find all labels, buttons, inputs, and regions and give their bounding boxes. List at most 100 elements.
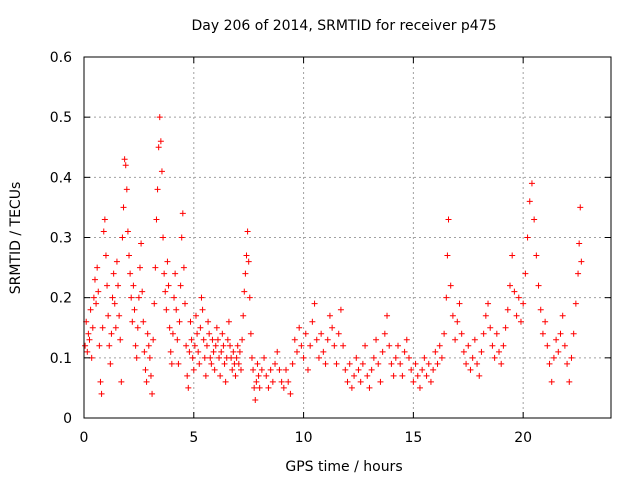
data-point: [381, 330, 388, 337]
data-point: [485, 300, 492, 307]
data-point: [333, 360, 340, 367]
data-point: [122, 162, 129, 169]
data-point: [256, 384, 263, 391]
data-point: [263, 372, 270, 379]
data-point: [166, 324, 173, 331]
x-tick-label: 5: [189, 430, 198, 446]
data-point: [151, 300, 158, 307]
data-point: [548, 378, 555, 385]
data-point: [300, 354, 307, 361]
data-point: [576, 240, 583, 247]
data-point: [375, 360, 382, 367]
data-point: [208, 360, 215, 367]
data-point: [162, 288, 169, 295]
data-point: [500, 342, 507, 349]
data-point: [509, 252, 516, 259]
data-point: [152, 264, 159, 271]
data-point: [544, 342, 551, 349]
data-point: [436, 342, 443, 349]
data-point: [337, 306, 344, 313]
data-point: [105, 312, 112, 319]
data-point: [109, 294, 116, 301]
data-point: [173, 306, 180, 313]
data-point: [190, 366, 197, 373]
data-point: [298, 342, 305, 349]
data-point: [205, 318, 212, 325]
data-point: [421, 354, 428, 361]
data-point: [115, 282, 122, 289]
data-point: [168, 360, 175, 367]
data-point: [287, 390, 294, 397]
y-tick-label: 0.5: [50, 110, 72, 126]
data-point: [364, 372, 371, 379]
data-point: [86, 336, 93, 343]
data-point: [130, 282, 137, 289]
data-point: [154, 186, 161, 193]
x-axis-title: GPS time / hours: [285, 459, 402, 475]
data-point: [463, 360, 470, 367]
data-point: [220, 342, 227, 349]
data-point: [120, 204, 127, 211]
data-point: [225, 318, 232, 325]
data-point: [469, 354, 476, 361]
data-point: [535, 282, 542, 289]
data-point: [156, 114, 163, 121]
data-point: [239, 336, 246, 343]
axis-ticks: 0 5 10 15 20 0 0.1 0.2 0.3 0.4 0.5 0.6: [50, 50, 611, 446]
data-point: [373, 336, 380, 343]
data-point: [107, 360, 114, 367]
data-point: [90, 294, 97, 301]
data-point: [496, 348, 503, 355]
data-point: [289, 360, 296, 367]
data-point: [230, 348, 237, 355]
data-point: [416, 384, 423, 391]
data-point: [465, 342, 472, 349]
data-point: [98, 390, 105, 397]
data-point: [216, 354, 223, 361]
data-point: [342, 366, 349, 373]
data-point: [430, 366, 437, 373]
data-point: [134, 324, 141, 331]
x-tick-label: 15: [404, 430, 422, 446]
data-point: [283, 366, 290, 373]
data-point: [232, 372, 239, 379]
data-point: [197, 324, 204, 331]
data-point: [121, 156, 128, 163]
data-point: [444, 252, 451, 259]
data-point: [201, 354, 208, 361]
data-point: [467, 366, 474, 373]
data-point: [366, 384, 373, 391]
data-point: [278, 378, 285, 385]
data-point: [324, 336, 331, 343]
data-point: [112, 324, 119, 331]
y-axis-title: SRMTID / TECUs: [8, 182, 24, 295]
data-point: [368, 366, 375, 373]
data-point: [254, 360, 261, 367]
data-point: [113, 258, 120, 265]
data-point: [441, 330, 448, 337]
data-point: [218, 348, 225, 355]
data-point: [172, 270, 179, 277]
data-point: [241, 288, 248, 295]
data-point: [443, 294, 450, 301]
y-tick-label: 0.4: [50, 170, 72, 186]
data-point: [561, 342, 568, 349]
data-point: [572, 300, 579, 307]
data-point: [139, 288, 146, 295]
data-point: [214, 336, 221, 343]
data-point: [142, 366, 149, 373]
data-point: [309, 318, 316, 325]
data-point: [82, 342, 89, 349]
data-point: [550, 354, 557, 361]
data-point: [95, 288, 102, 295]
data-point: [487, 324, 494, 331]
data-point: [458, 330, 465, 337]
data-point: [97, 378, 104, 385]
data-point: [355, 366, 362, 373]
data-point: [272, 360, 279, 367]
data-point: [128, 294, 135, 301]
data-point: [229, 366, 236, 373]
data-point: [353, 354, 360, 361]
data-point: [504, 306, 511, 313]
data-point: [101, 216, 108, 223]
